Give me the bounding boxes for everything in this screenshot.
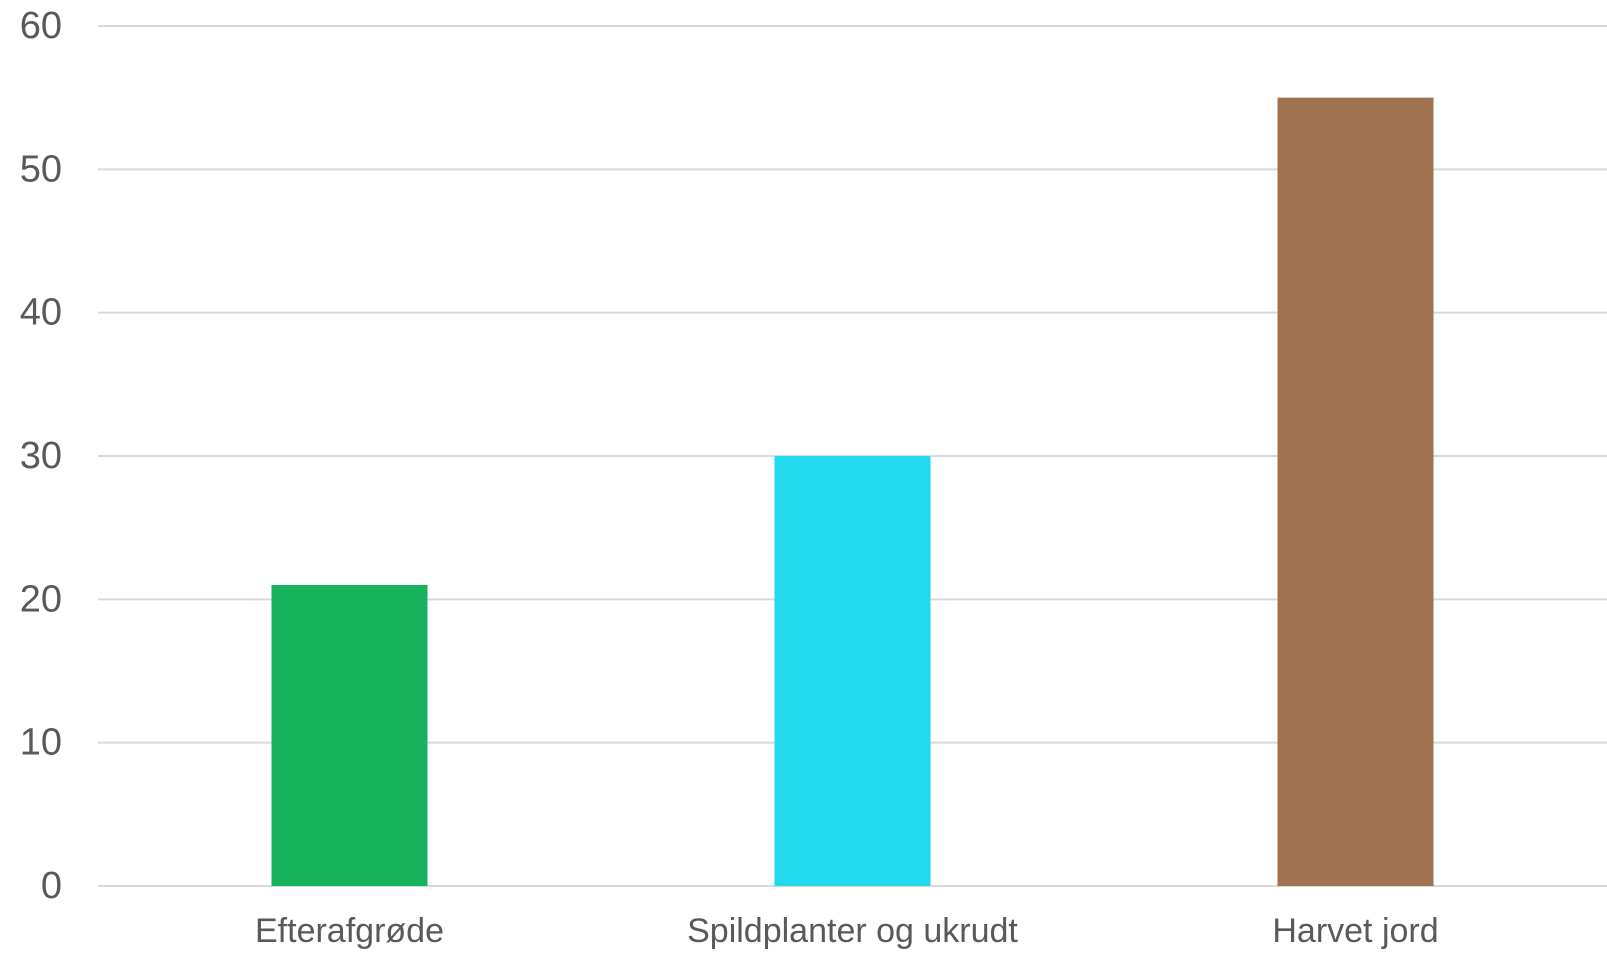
bar-2 — [774, 456, 931, 886]
y-tick-label: 20 — [20, 578, 62, 620]
bars — [271, 97, 1434, 886]
y-tick-label: 50 — [20, 148, 62, 190]
y-tick-label: 40 — [20, 292, 62, 334]
bar-1 — [271, 585, 428, 886]
y-tick-label: 30 — [20, 435, 62, 477]
x-axis-category-labels: Efterafgrøde Spildplanter og ukrudt Harvet… — [255, 912, 1439, 950]
bar-3 — [1277, 97, 1434, 886]
x-category-label: Harvet jord — [1272, 912, 1438, 950]
y-tick-label: 0 — [41, 865, 62, 907]
y-tick-label: 60 — [20, 5, 62, 47]
x-category-label: Spildplanter og ukrudt — [687, 912, 1018, 950]
y-tick-label: 10 — [20, 722, 62, 764]
y-axis-tick-labels: 0 10 20 30 40 50 60 — [20, 5, 62, 907]
x-category-label: Efterafgrøde — [255, 912, 444, 950]
